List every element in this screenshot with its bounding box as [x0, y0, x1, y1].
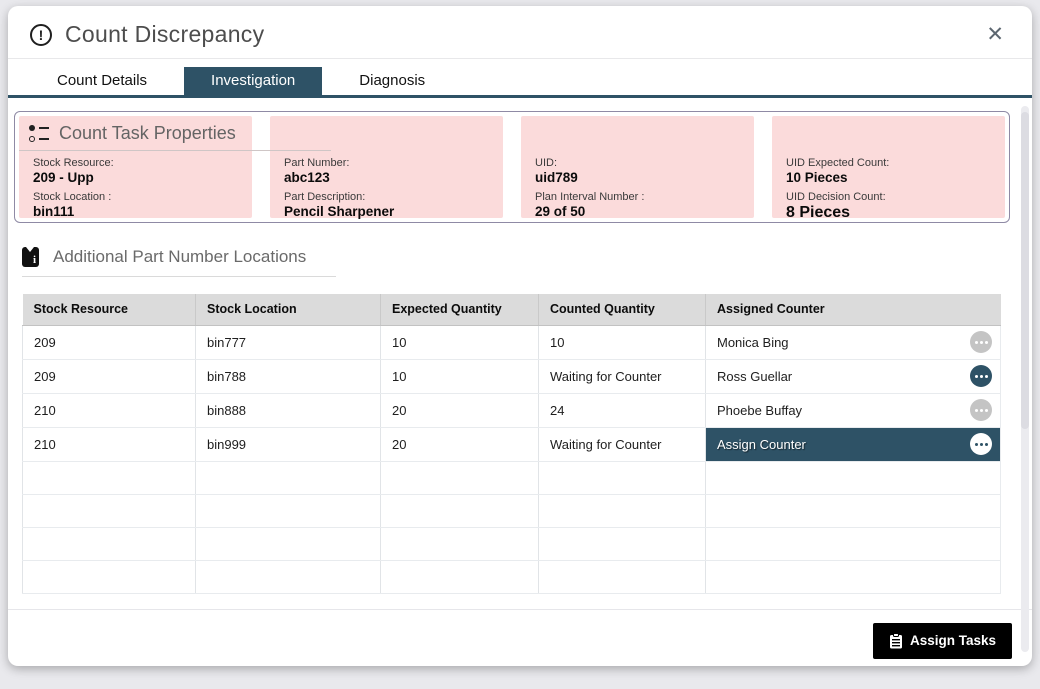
- table-row: 210 bin999 20 Waiting for Counter Assign…: [23, 427, 1001, 461]
- empty-table-row: [23, 461, 1001, 494]
- part-description-value: Pencil Sharpener: [284, 204, 489, 219]
- table-row: 209 bin777 10 10 Monica Bing: [23, 325, 1001, 359]
- ellipsis-menu-icon[interactable]: [970, 399, 992, 421]
- list-icon: [29, 125, 49, 142]
- assign-tasks-label: Assign Tasks: [910, 633, 996, 648]
- dialog-header: ! Count Discrepancy ✕: [8, 6, 1032, 58]
- cell-stock-location: bin777: [196, 325, 381, 359]
- empty-table-row: [23, 494, 1001, 527]
- count-task-properties-panel: Count Task Properties Stock Resource: 20…: [14, 111, 1010, 223]
- count-task-properties-header: Count Task Properties: [19, 116, 331, 151]
- cell-expected-quantity: 20: [381, 393, 539, 427]
- cell-counted-quantity: 10: [539, 325, 706, 359]
- cell-counted-quantity: Waiting for Counter: [539, 359, 706, 393]
- assigned-counter-name: Ross Guellar: [717, 369, 970, 384]
- cell-assigned-counter-highlighted[interactable]: Assign Counter: [706, 427, 1001, 461]
- cell-stock-resource: 209: [23, 325, 196, 359]
- part-number-value: abc123: [284, 170, 489, 185]
- col-header-counted-quantity: Counted Quantity: [539, 294, 706, 325]
- part-number-label: Part Number:: [284, 157, 489, 169]
- uid-expected-count-label: UID Expected Count:: [786, 157, 991, 169]
- uid-label: UID:: [535, 157, 740, 169]
- cell-assigned-counter: Phoebe Buffay: [706, 393, 1001, 427]
- uid-decision-count-label: UID Decision Count:: [786, 191, 991, 203]
- plan-interval-label: Plan Interval Number :: [535, 191, 740, 203]
- uid-expected-count-value: 10 Pieces: [786, 170, 991, 185]
- cell-stock-resource: 209: [23, 359, 196, 393]
- properties-column-4: UID Expected Count: 10 Pieces UID Decisi…: [772, 116, 1005, 218]
- ellipsis-menu-icon[interactable]: [970, 365, 992, 387]
- dialog-footer: Assign Tasks: [8, 610, 1032, 659]
- properties-column-3: UID: uid789 Plan Interval Number : 29 of…: [521, 116, 754, 218]
- cell-stock-resource: 210: [23, 427, 196, 461]
- col-header-assigned-counter: Assigned Counter: [706, 294, 1001, 325]
- count-discrepancy-dialog: ! Count Discrepancy ✕ Count Details Inve…: [8, 6, 1032, 666]
- plan-interval-field: Plan Interval Number : 29 of 50: [535, 191, 740, 219]
- empty-table-row: [23, 527, 1001, 560]
- cell-counted-quantity: Waiting for Counter: [539, 427, 706, 461]
- cell-assigned-counter: Monica Bing: [706, 325, 1001, 359]
- cell-expected-quantity: 10: [381, 359, 539, 393]
- assigned-counter-name: Phoebe Buffay: [717, 403, 970, 418]
- alert-circle-icon: !: [30, 24, 52, 46]
- col-header-expected-quantity: Expected Quantity: [381, 294, 539, 325]
- uid-expected-count-field: UID Expected Count: 10 Pieces: [786, 157, 991, 185]
- locations-table: Stock Resource Stock Location Expected Q…: [22, 294, 1001, 594]
- table-row: 209 bin788 10 Waiting for Counter Ross G…: [23, 359, 1001, 393]
- cell-stock-location: bin999: [196, 427, 381, 461]
- uid-decision-count-field: UID Decision Count: 8 Pieces: [786, 191, 991, 222]
- table-header-row: Stock Resource Stock Location Expected Q…: [23, 294, 1001, 325]
- uid-value: uid789: [535, 170, 740, 185]
- tab-investigation[interactable]: Investigation: [184, 67, 322, 95]
- clipboard-icon: [889, 633, 903, 649]
- col-header-stock-resource: Stock Resource: [23, 294, 196, 325]
- stock-location-field: Stock Location : bin111: [33, 191, 238, 219]
- scrollbar-thumb[interactable]: [1021, 112, 1029, 429]
- count-task-properties-title: Count Task Properties: [59, 123, 236, 144]
- part-description-label: Part Description:: [284, 191, 489, 203]
- tag-info-icon: [22, 247, 39, 267]
- assign-counter-action[interactable]: Assign Counter: [717, 437, 970, 452]
- stock-resource-value: 209 - Upp: [33, 170, 238, 185]
- uid-field: UID: uid789: [535, 157, 740, 185]
- tab-diagnosis[interactable]: Diagnosis: [332, 67, 452, 95]
- cell-stock-resource: 210: [23, 393, 196, 427]
- stock-location-label: Stock Location :: [33, 191, 238, 203]
- stock-resource-field: Stock Resource: 209 - Upp: [33, 157, 238, 185]
- vertical-scrollbar[interactable]: [1021, 106, 1029, 652]
- ellipsis-menu-icon[interactable]: [970, 331, 992, 353]
- tab-underline: [8, 95, 1032, 98]
- part-description-field: Part Description: Pencil Sharpener: [284, 191, 489, 219]
- empty-table-row: [23, 560, 1001, 593]
- cell-counted-quantity: 24: [539, 393, 706, 427]
- tab-count-details[interactable]: Count Details: [30, 67, 174, 95]
- col-header-stock-location: Stock Location: [196, 294, 381, 325]
- tab-bar: Count Details Investigation Diagnosis: [8, 59, 1032, 95]
- assign-tasks-button[interactable]: Assign Tasks: [873, 623, 1012, 659]
- close-icon[interactable]: ✕: [980, 24, 1010, 45]
- part-number-field: Part Number: abc123: [284, 157, 489, 185]
- dialog-title: Count Discrepancy: [65, 21, 980, 48]
- cell-expected-quantity: 20: [381, 427, 539, 461]
- assigned-counter-name: Monica Bing: [717, 335, 970, 350]
- table-row: 210 bin888 20 24 Phoebe Buffay: [23, 393, 1001, 427]
- stock-location-value: bin111: [33, 204, 238, 219]
- stock-resource-label: Stock Resource:: [33, 157, 238, 169]
- uid-decision-count-value: 8 Pieces: [786, 204, 991, 222]
- additional-locations-title: Additional Part Number Locations: [53, 247, 306, 267]
- cell-assigned-counter: Ross Guellar: [706, 359, 1001, 393]
- cell-stock-location: bin788: [196, 359, 381, 393]
- ellipsis-menu-icon[interactable]: [970, 433, 992, 455]
- cell-stock-location: bin888: [196, 393, 381, 427]
- plan-interval-value: 29 of 50: [535, 204, 740, 219]
- cell-expected-quantity: 10: [381, 325, 539, 359]
- additional-locations-header: Additional Part Number Locations: [22, 247, 336, 277]
